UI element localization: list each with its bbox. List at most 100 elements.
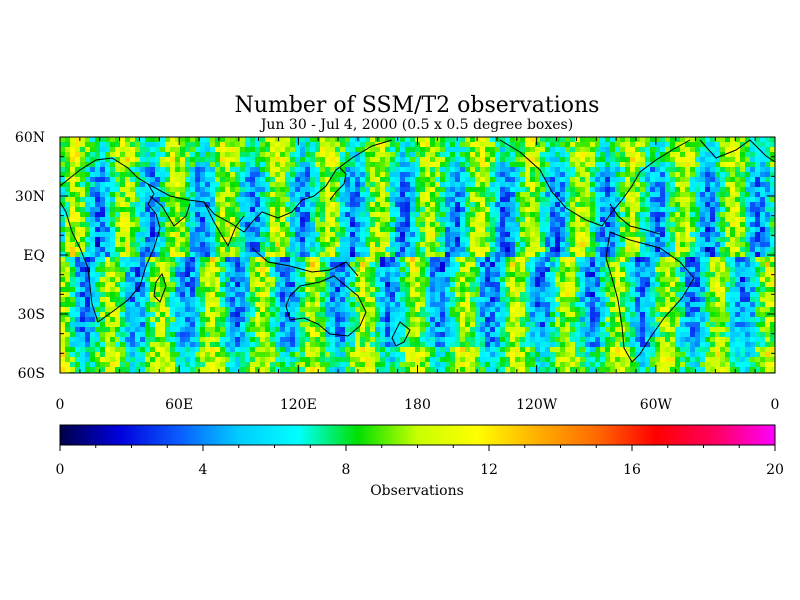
heatmap-cell	[115, 147, 120, 152]
heatmap-cell	[480, 202, 485, 207]
heatmap-cell	[615, 277, 620, 282]
heatmap-cell	[560, 292, 565, 297]
heatmap-cell	[410, 237, 415, 242]
heatmap-cell	[260, 192, 265, 197]
heatmap-cell	[295, 282, 300, 287]
heatmap-cell	[635, 152, 640, 157]
heatmap-cell	[650, 282, 655, 287]
heatmap-cell	[625, 187, 630, 192]
heatmap-cell	[290, 187, 295, 192]
heatmap-cell	[215, 157, 220, 162]
heatmap-cell	[270, 307, 275, 312]
heatmap-cell	[180, 197, 185, 202]
heatmap-cell	[155, 137, 160, 142]
heatmap-cell	[755, 197, 760, 202]
heatmap-cell	[770, 267, 775, 272]
heatmap-cell	[690, 302, 695, 307]
heatmap-cell	[380, 272, 385, 277]
heatmap-cell	[435, 187, 440, 192]
heatmap-cell	[70, 157, 75, 162]
heatmap-cell	[755, 227, 760, 232]
heatmap-cell	[455, 197, 460, 202]
heatmap-cell	[430, 227, 435, 232]
heatmap-cell	[420, 222, 425, 227]
heatmap-cell	[215, 297, 220, 302]
heatmap-cell	[695, 237, 700, 242]
heatmap-cell	[765, 237, 770, 242]
heatmap-cell	[625, 137, 630, 142]
heatmap-cell	[195, 307, 200, 312]
heatmap-cell	[690, 267, 695, 272]
heatmap-cell	[290, 307, 295, 312]
heatmap-cell	[110, 162, 115, 167]
heatmap-cell	[395, 187, 400, 192]
heatmap-cell	[565, 172, 570, 177]
heatmap-cell	[165, 167, 170, 172]
heatmap-cell	[555, 202, 560, 207]
heatmap-cell	[460, 227, 465, 232]
heatmap-cell	[85, 237, 90, 242]
heatmap-cell	[75, 222, 80, 227]
heatmap-cell	[765, 287, 770, 292]
heatmap-cell	[690, 177, 695, 182]
heatmap-cell	[300, 192, 305, 197]
heatmap-cell	[745, 147, 750, 152]
heatmap-cell	[630, 267, 635, 272]
heatmap-cell	[665, 247, 670, 252]
heatmap-cell	[705, 252, 710, 257]
heatmap-cell	[435, 217, 440, 222]
heatmap-cell	[90, 217, 95, 222]
heatmap-cell	[695, 162, 700, 167]
heatmap-cell	[460, 197, 465, 202]
heatmap-cell	[450, 307, 455, 312]
heatmap-cell	[210, 222, 215, 227]
heatmap-cell	[485, 292, 490, 297]
heatmap-cell	[75, 272, 80, 277]
heatmap-cell	[535, 197, 540, 202]
heatmap-cell	[250, 277, 255, 282]
heatmap-cell	[270, 182, 275, 187]
heatmap-cell	[70, 297, 75, 302]
heatmap-cell	[100, 167, 105, 172]
heatmap-cell	[280, 197, 285, 202]
heatmap-cell	[685, 297, 690, 302]
heatmap-cell	[285, 232, 290, 237]
heatmap-cell	[655, 232, 660, 237]
heatmap-cell	[640, 142, 645, 147]
heatmap-cell	[645, 187, 650, 192]
heatmap-cell	[65, 292, 70, 297]
heatmap-cell	[575, 137, 580, 142]
heatmap-cell	[760, 187, 765, 192]
heatmap-cell	[735, 167, 740, 172]
heatmap-cell	[280, 257, 285, 262]
heatmap-cell	[345, 167, 350, 172]
heatmap-cell	[370, 227, 375, 232]
heatmap-cell	[275, 147, 280, 152]
heatmap-cell	[80, 222, 85, 227]
heatmap-cell	[355, 272, 360, 277]
heatmap-cell	[370, 292, 375, 297]
heatmap-cell	[85, 142, 90, 147]
heatmap-cell	[100, 257, 105, 262]
heatmap-cell	[540, 242, 545, 247]
heatmap-cell	[230, 207, 235, 212]
heatmap-cell	[515, 217, 520, 222]
heatmap-cell	[520, 157, 525, 162]
heatmap-cell	[710, 157, 715, 162]
heatmap-cell	[455, 287, 460, 292]
heatmap-cell	[345, 292, 350, 297]
heatmap-cell	[550, 147, 555, 152]
heatmap-cell	[165, 252, 170, 257]
heatmap-cell	[720, 177, 725, 182]
heatmap-cell	[460, 172, 465, 177]
heatmap-cell	[335, 162, 340, 167]
heatmap-cell	[145, 197, 150, 202]
heatmap-cell	[535, 247, 540, 252]
heatmap-cell	[245, 187, 250, 192]
heatmap-cell	[230, 277, 235, 282]
heatmap-cell	[295, 272, 300, 277]
heatmap-cell	[480, 227, 485, 232]
heatmap-cell	[660, 297, 665, 302]
heatmap-cell	[525, 227, 530, 232]
heatmap-cell	[240, 187, 245, 192]
